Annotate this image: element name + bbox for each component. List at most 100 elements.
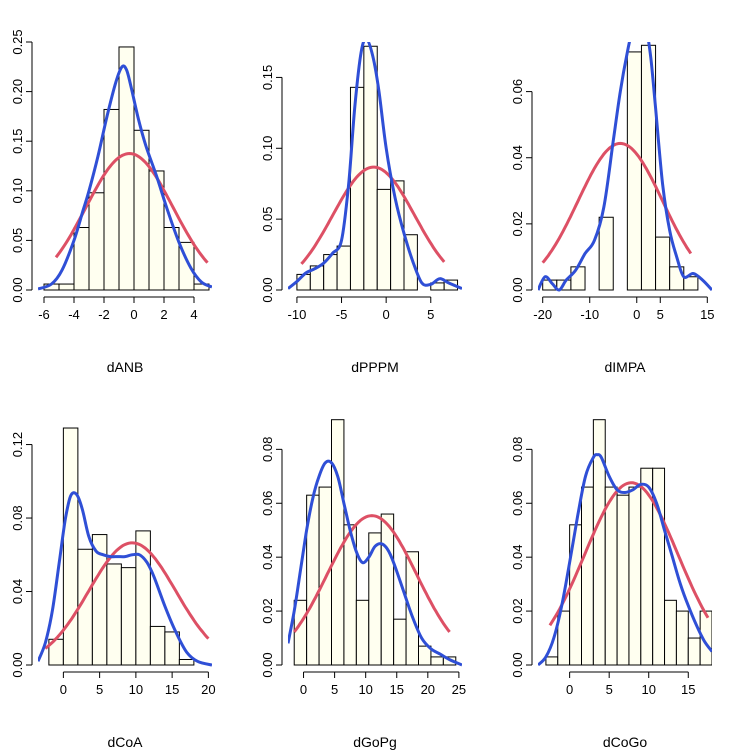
y-tick-label: 0.04 [510,145,525,170]
bar [336,245,351,291]
x-tick-label: -4 [68,307,80,322]
y-tick-label: 0.08 [260,437,275,462]
kde-curve [538,42,712,292]
bar [355,599,370,666]
y-tick-label: 0.15 [10,129,25,154]
y-tick-label: 0.15 [260,65,275,90]
panel-dPPPM: 0.00 0.05 0.10 0.15 -10 -5 0 5 dPPPM [260,42,462,375]
bar [430,656,444,666]
y-tick-label: 0.08 [510,437,525,462]
y-tick-label: 0.05 [10,228,25,253]
x-tick-label: 25 [452,682,466,697]
x-tick-label: -10 [580,307,599,322]
y-tick-label: 0.20 [10,79,25,104]
bar [581,486,594,666]
panel-dGoPg: 0.00 0.02 0.04 0.06 0.08 0 5 10 15 20 25 dGoPg [260,419,466,750]
bar [62,427,79,666]
x-tick-label: -20 [533,307,552,322]
y-tick-label: 0.00 [10,652,25,677]
x-tick-label: 5 [96,682,103,697]
curves [538,453,712,667]
bar [545,656,559,666]
x-tick-label: 5 [606,682,613,697]
x-tick-label: 20 [201,682,215,697]
y-tick-label: 0.02 [510,211,525,236]
y-tick-label: 0.04 [260,545,275,570]
y-tick-label: 0.00 [260,652,275,677]
bar [675,610,689,666]
bar [570,266,586,291]
x-tick-label: 2 [160,307,167,322]
bar [293,599,308,666]
bar [652,467,666,666]
bar [380,513,395,666]
normal-curve [300,165,446,265]
bar [58,283,75,291]
x-tick-label: 5 [427,307,434,322]
bar [687,637,701,666]
x-axis-label: dCoA [107,734,143,750]
kde-curve [288,459,462,667]
bar [106,563,122,666]
y-tick-label: 0.10 [260,136,275,161]
x-axis-label: dANB [107,359,144,375]
kde-curve [288,42,462,290]
kde-curve [38,491,212,667]
x-tick-label: -2 [98,307,110,322]
bar [376,188,392,291]
bar [699,610,712,666]
x-tick-label: 0 [383,307,390,322]
bar [655,236,671,291]
bar [683,276,699,291]
x-tick-label: 0 [566,682,573,697]
y-tick-label: 0.00 [510,652,525,677]
curves [538,42,712,292]
normal-curve [293,514,451,633]
curves [288,459,462,667]
x-axis-label: dGoPg [353,734,397,750]
x-tick-label: -10 [288,307,307,322]
x-tick-label: 0 [300,682,307,697]
curves [38,491,212,667]
bar [405,551,420,666]
x-tick-label: 10 [641,682,655,697]
bar [164,631,180,666]
y-tick-label: 0.05 [260,206,275,231]
bar [628,486,642,666]
bar [418,645,432,666]
bar [664,599,677,666]
bar [616,494,630,666]
bar [103,108,120,291]
bars-dCoGo [545,419,712,666]
x-tick-label: 5 [331,682,338,697]
curves [38,64,212,291]
bar [626,51,642,291]
x-axis-label: dPPPM [351,359,398,375]
panel-dCoGo: 0.00 0.02 0.04 0.06 0.08 0 5 10 15 dCoGo [510,419,712,750]
y-tick-label: 0.04 [10,579,25,604]
y-tick-label: 0.04 [510,545,525,570]
x-tick-label: 20 [421,682,435,697]
x-axis-label: dCoGo [603,734,648,750]
y-tick-label: 0.10 [10,178,25,203]
bar [393,618,407,666]
bar [598,216,614,291]
bar [120,567,137,666]
y-tick-label: 0.06 [510,491,525,516]
bars-dGoPg [293,419,457,666]
x-tick-label: -5 [336,307,348,322]
bar [149,625,166,666]
x-tick-label: 10 [129,682,143,697]
y-tick-label: 0.00 [260,277,275,302]
normal-curve [44,541,210,650]
x-tick-label: 15 [165,682,179,697]
bar [178,658,195,666]
x-axis-label: dIMPA [605,359,647,375]
bars-dANB [43,46,210,291]
y-tick-label: 0.00 [10,277,25,302]
normal-curve [548,481,710,627]
x-tick-label: -6 [38,307,50,322]
kde-curve [538,453,712,667]
x-tick-label: 15 [390,682,404,697]
